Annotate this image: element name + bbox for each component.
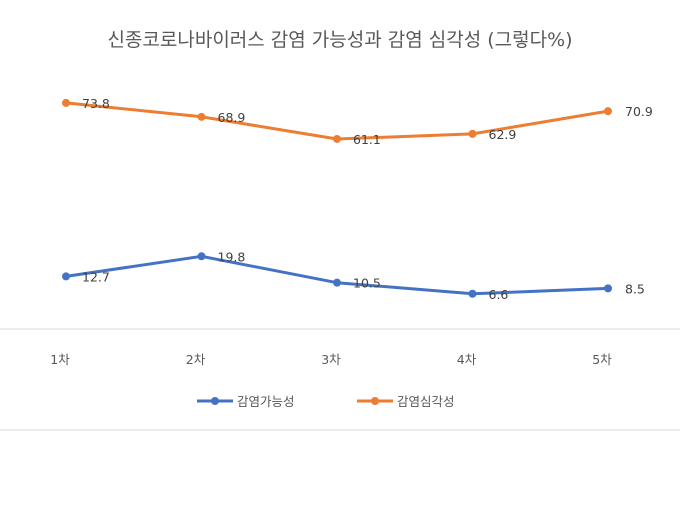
x-tick-label: 3차 — [321, 352, 341, 367]
legend-label: 감염가능성 — [237, 394, 295, 409]
legend-label: 감염심각성 — [397, 394, 455, 409]
series-2: 73.8 68.9 61.1 62.9 70.9 — [62, 96, 653, 147]
series-line — [64, 254, 610, 296]
x-axis-ticks: 1차 2차 3차 4차 5차 — [50, 352, 612, 367]
data-point — [333, 278, 341, 287]
data-point — [62, 98, 70, 107]
x-tick-label: 4차 — [457, 352, 477, 367]
data-point — [468, 129, 477, 138]
chart-title: 신종코로나바이러스 감염 가능성과 감염 심각성 (그렇다%) — [107, 29, 572, 51]
data-point — [333, 134, 341, 143]
series-1: 12.7 19.8 10.5 6.6 8.5 — [62, 249, 645, 302]
data-label: 68.9 — [218, 110, 246, 125]
plot-area: 12.7 19.8 10.5 6.6 8.5 73.8 68.9 61.1 62.9 70.9 — [62, 96, 653, 302]
data-label: 70.9 — [625, 104, 653, 119]
x-tick-label: 5차 — [592, 352, 612, 367]
legend-marker — [211, 397, 219, 405]
data-label: 12.7 — [82, 269, 110, 284]
data-point — [197, 252, 206, 261]
legend: 감염가능성 감염심각성 — [197, 394, 455, 409]
data-label: 61.1 — [353, 132, 381, 147]
data-point — [62, 272, 70, 281]
data-label: 10.5 — [353, 276, 381, 291]
legend-item: 감염가능성 — [197, 394, 295, 409]
data-point — [604, 107, 612, 116]
legend-item: 감염심각성 — [357, 394, 455, 409]
series-line — [64, 101, 610, 141]
x-tick-label: 2차 — [186, 352, 206, 367]
data-point — [604, 284, 612, 293]
x-tick-label: 1차 — [50, 352, 70, 367]
data-label: 8.5 — [625, 281, 645, 296]
data-point — [197, 112, 206, 121]
data-label: 6.6 — [489, 287, 509, 302]
data-label: 19.8 — [218, 249, 246, 264]
data-label: 62.9 — [489, 127, 517, 142]
data-point — [468, 289, 477, 298]
data-label: 73.8 — [82, 96, 110, 111]
legend-marker — [371, 397, 379, 405]
